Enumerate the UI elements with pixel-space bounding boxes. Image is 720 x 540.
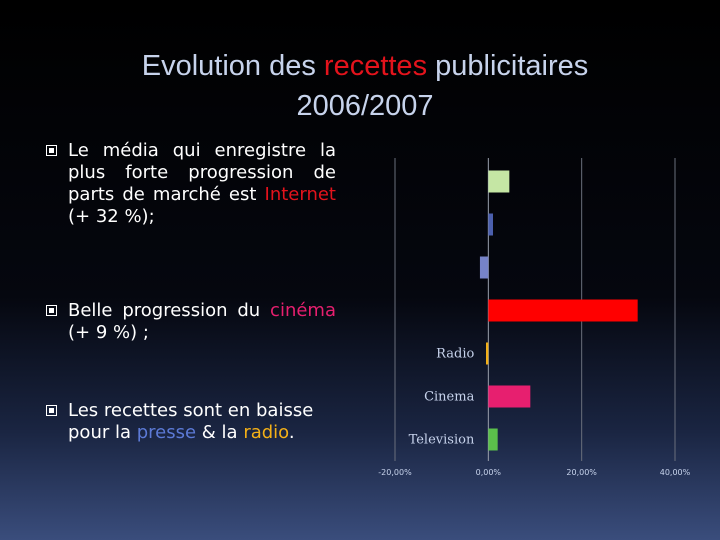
title-text-1: Evolution des [141, 50, 324, 82]
bullet-internet: Le média qui enregistre la plus forte pr… [46, 140, 336, 228]
bullet-text: (+ 9 %) ; [68, 322, 149, 343]
bullet-text: Les recettes sont en baisse pour la [68, 400, 314, 443]
x-tick-label-1: 0,00% [476, 468, 502, 477]
bullet-text: (+ 32 %); [68, 206, 155, 227]
category-label-4: Radio [436, 347, 474, 362]
title-line-2: 2006/2007 [296, 90, 434, 122]
bullet-text: Le média qui enregistre la plus forte pr… [68, 140, 336, 205]
bullet-cinema: Belle progression du cinéma (+ 9 %) ; [46, 300, 336, 344]
slide-title: Evolution des recettes publicitaires 200… [60, 46, 670, 126]
bar-1 [488, 213, 493, 236]
bullet-text: & la [196, 422, 244, 443]
title-accent: recettes [323, 50, 428, 82]
bar-chart: Radio Cinema Television -20,00% 0,00% 20,00% 4… [378, 158, 691, 477]
bullet-highlight-internet: Internet [264, 184, 336, 205]
title-text-2: publicitaires [427, 50, 589, 82]
bar-2 [479, 256, 489, 279]
bullet-square-icon [46, 405, 57, 416]
bar-3 [488, 299, 638, 322]
bullet-square-icon [46, 145, 57, 156]
category-label-6: Television [409, 433, 475, 448]
x-tick-label-0: -20,00% [378, 468, 412, 477]
x-tick-label-2: 20,00% [566, 468, 597, 477]
bullet-text: . [288, 422, 295, 443]
bar-5 [488, 385, 531, 408]
x-tick-label-3: 40,00% [660, 468, 691, 477]
bullet-text: Belle progression du [68, 300, 271, 321]
bullet-highlight-presse: presse [136, 422, 197, 443]
bar-4 [486, 342, 489, 365]
bullet-highlight-radio: radio [243, 422, 289, 443]
title-line-1: Evolution des recettes publicitaires [60, 46, 670, 86]
bullet-square-icon [46, 305, 57, 316]
bar-6 [488, 428, 498, 451]
bar-0 [488, 170, 510, 193]
bullet-highlight-cinema: cinéma [270, 300, 336, 321]
category-label-5: Cinema [424, 390, 474, 405]
bullet-presse-radio: Les recettes sont en baisse pour la pres… [46, 400, 336, 444]
